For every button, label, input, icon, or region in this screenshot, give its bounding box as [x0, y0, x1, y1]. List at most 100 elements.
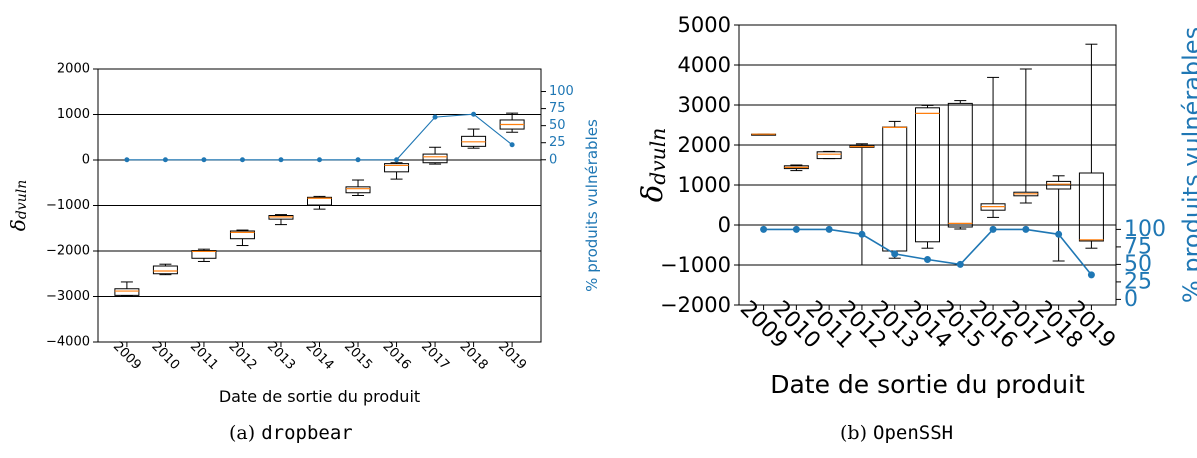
box-iqr	[229, 230, 255, 240]
y-axis-label-main: δ	[6, 219, 30, 231]
x-tick-label: 2012	[225, 339, 259, 373]
x-tick-label: 2019	[495, 339, 529, 373]
box-2016	[384, 162, 410, 180]
y-axis-label: δdvuln	[635, 128, 670, 203]
box-iqr	[384, 163, 410, 173]
box-2016	[980, 76, 1006, 218]
box-2012	[229, 229, 255, 247]
x-tick-label: 2017	[418, 339, 452, 373]
x-axis-label: Date de sortie du produit	[770, 370, 1085, 399]
series-point	[792, 225, 800, 233]
y-axis-label-main: δ	[635, 185, 669, 202]
box-2013	[882, 120, 908, 259]
box-iqr	[152, 265, 178, 275]
y-tick-label: −1000	[660, 253, 731, 277]
y-tick-label: 1000	[678, 173, 731, 197]
x-tick-label: 2018	[457, 339, 491, 373]
series-point	[825, 225, 833, 233]
box-iqr	[307, 196, 332, 206]
y2-tick-label: 50	[1124, 252, 1152, 277]
series-point	[317, 157, 322, 163]
series-point	[239, 157, 245, 163]
series-point	[1055, 230, 1063, 238]
box-2015	[947, 100, 973, 230]
box-2019	[1078, 43, 1104, 249]
y2-tick-label: 0	[1124, 287, 1138, 312]
series-point	[760, 225, 768, 233]
box-iqr	[1078, 172, 1104, 242]
boxplots	[751, 43, 1104, 266]
series-point	[432, 114, 438, 120]
series-pct-vulnerable	[760, 225, 1095, 279]
boxplots	[114, 112, 525, 297]
y2-tick-label: 100	[1124, 217, 1166, 242]
box-2011	[816, 150, 842, 160]
x-tick-label: 2011	[187, 339, 221, 373]
series-point	[162, 157, 168, 163]
x-tick-label: 2015	[341, 339, 375, 373]
box-2018	[461, 128, 487, 149]
y-tick-label: 0	[82, 153, 90, 168]
series-point	[124, 157, 130, 163]
box-iqr	[114, 288, 140, 296]
chart-dropbear: −4000 −3000 −2000 −1000 0 1000 2000 0 25 50 75 100 2…	[6, 62, 601, 407]
box-2010	[783, 164, 809, 172]
y2-tick-label: 0	[549, 152, 557, 167]
box-2014	[307, 195, 332, 210]
x-axis-label: Date de sortie du produit	[219, 387, 420, 406]
y-axis-label: δdvuln	[6, 180, 30, 231]
x-tick-label: 2010	[148, 339, 182, 373]
x-tick-label: 2009	[110, 339, 144, 373]
y-tick-label: 0	[718, 213, 731, 237]
series-point	[1087, 271, 1095, 279]
y2-axis-ticks: 0 25 50 75 100	[541, 84, 574, 167]
y-tick-label: −1000	[46, 198, 90, 213]
box-2014	[915, 104, 940, 249]
caption-b-prefix: (b)	[840, 422, 867, 444]
box-2010	[152, 263, 178, 276]
y2-tick-label: 75	[1124, 234, 1152, 259]
box-iqr	[422, 153, 448, 164]
y-axis-ticks: −2000 −1000 0 1000 2000 3000 4000 5000	[660, 13, 739, 317]
y-tick-label: 3000	[678, 93, 731, 117]
series-point	[394, 157, 400, 163]
y2-tick-label: 50	[549, 118, 566, 133]
series-pct-vulnerable	[124, 111, 515, 163]
caption-b-name: OpenSSH	[873, 422, 954, 444]
box-iqr	[191, 250, 217, 259]
box-iqr	[1046, 180, 1072, 190]
y-tick-label: 4000	[678, 53, 731, 77]
y-tick-label: 5000	[678, 13, 731, 37]
box-iqr	[345, 186, 371, 194]
y-tick-label: −3000	[46, 289, 90, 304]
series-line	[126, 113, 513, 161]
box-2009	[751, 133, 777, 136]
y-tick-label: −2000	[660, 293, 731, 317]
box-iqr	[816, 151, 842, 160]
series-point	[471, 111, 477, 117]
y2-tick-label: 25	[549, 135, 566, 150]
y-axis-ticks: −4000 −3000 −2000 −1000 0 1000 2000	[46, 62, 98, 350]
y-tick-label: 2000	[57, 62, 90, 77]
series-point	[278, 157, 284, 163]
y2-tick-label: 25	[1124, 269, 1152, 294]
series-point	[858, 230, 866, 238]
series-point	[924, 256, 931, 263]
y2-axis-label: % produits vulnérables	[1178, 27, 1197, 303]
x-tick-label: 2013	[264, 339, 298, 373]
x-tick-label: 2016	[380, 339, 414, 373]
box-2019	[499, 112, 525, 133]
y-tick-label: 2000	[678, 133, 731, 157]
y-tick-label: −4000	[46, 335, 90, 350]
y-axis-label-sub: dvuln	[14, 180, 30, 219]
caption-a: (a) dropbear	[229, 422, 353, 444]
y2-tick-label: 100	[549, 84, 574, 99]
box-2012	[849, 143, 875, 266]
y-tick-label: −2000	[46, 244, 90, 259]
box-iqr	[947, 102, 973, 228]
series-line	[763, 228, 1093, 276]
box-2013	[268, 214, 294, 226]
caption-a-name: dropbear	[261, 422, 353, 444]
caption-b: (b) OpenSSH	[840, 422, 953, 444]
y2-tick-label: 75	[549, 101, 566, 116]
